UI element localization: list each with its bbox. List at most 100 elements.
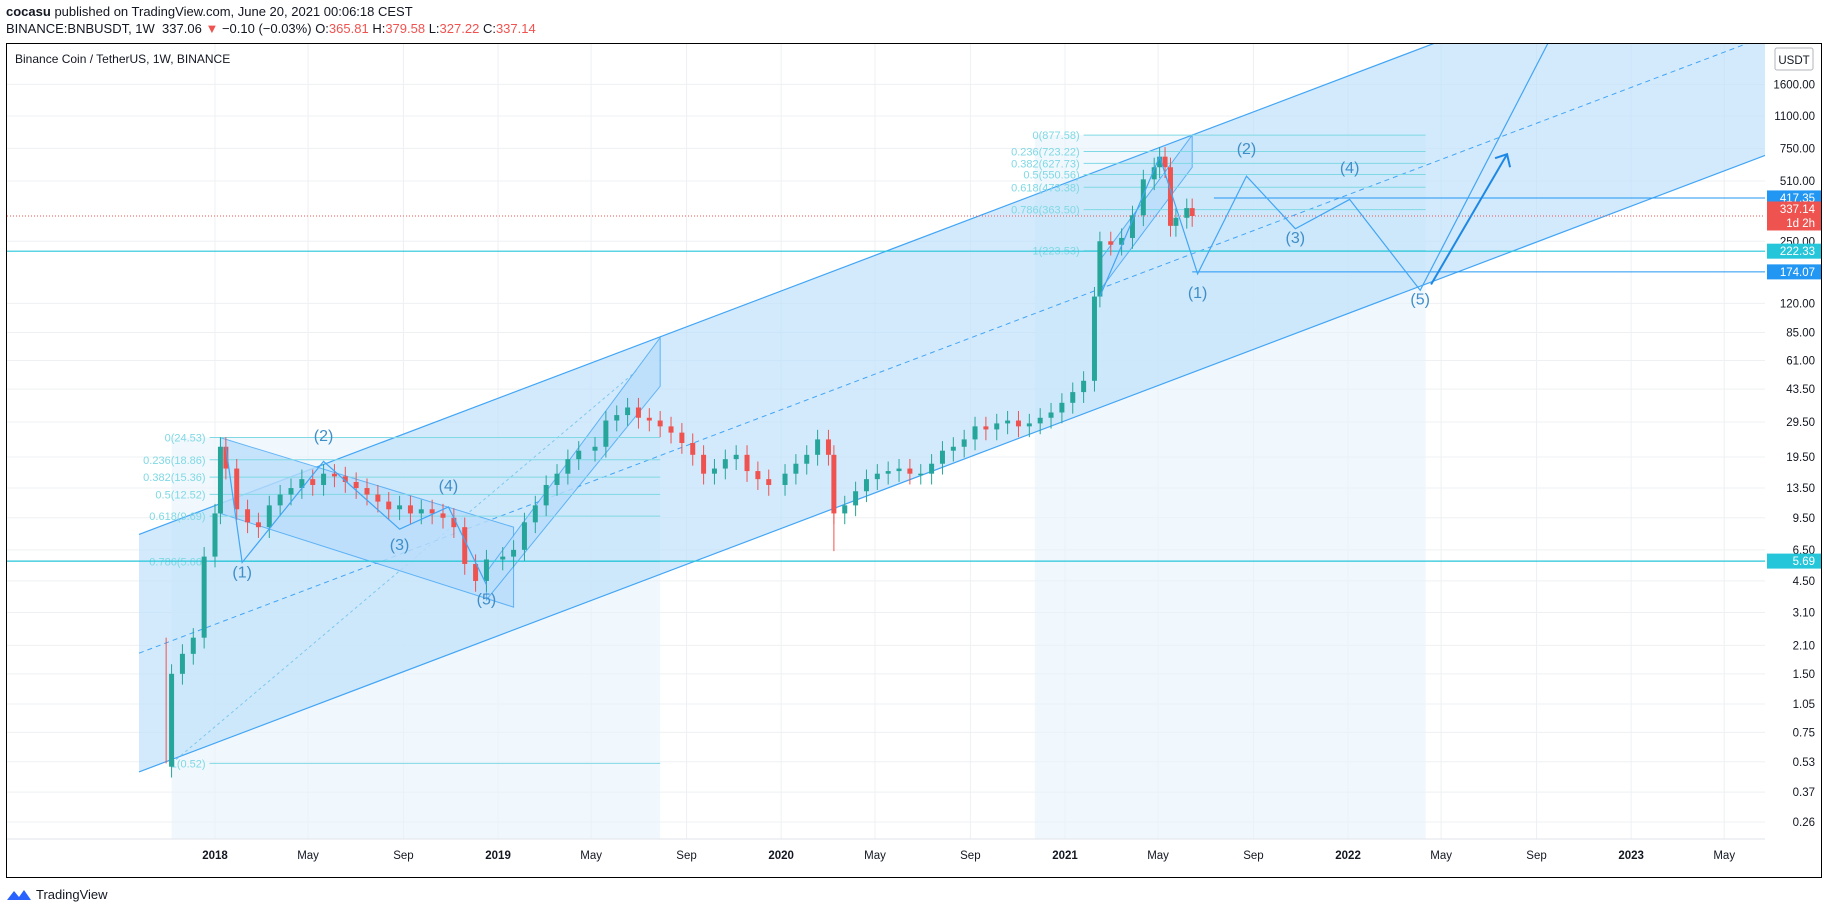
tradingview-logo-icon	[7, 889, 31, 900]
price-tick-label: 0.26	[1793, 817, 1815, 829]
price-axis-bg	[1765, 44, 1821, 877]
author-name[interactable]: cocasu	[6, 4, 51, 19]
high-label: H:	[372, 21, 386, 36]
wave-label: (2)	[314, 428, 334, 445]
candle-body	[179, 653, 185, 674]
candle-body	[521, 522, 527, 550]
price-tick-label: 750.00	[1780, 143, 1815, 155]
ohlc-line: BINANCE:BNBUSDT, 1W 337.06 ▼ −0.10 (−0.0…	[6, 21, 536, 36]
candle-body	[592, 446, 598, 451]
candle-body	[310, 479, 316, 485]
candle-body	[1037, 417, 1043, 424]
candle-body	[1151, 167, 1157, 180]
candle-body	[755, 471, 761, 480]
candle-body	[375, 494, 381, 502]
candle-body	[1091, 296, 1097, 381]
candle-body	[1129, 215, 1135, 238]
time-tick-label: Sep	[1526, 850, 1546, 862]
candle-body	[255, 522, 261, 528]
unit-box[interactable]	[1774, 47, 1814, 71]
time-tick-label: Sep	[393, 850, 413, 862]
low-value: 327.22	[439, 21, 480, 36]
time-tick-label: May	[297, 850, 319, 862]
candle-body	[1162, 156, 1168, 168]
chart-canvas[interactable]: 0(24.53) 0.236(18.86) 0.382(15.36) 0.5(12.5…	[7, 44, 1822, 878]
candle-body	[766, 479, 772, 485]
candle-body	[614, 415, 620, 421]
price-tag-label: 174.07	[1780, 267, 1815, 279]
wave-label: (1)	[1188, 285, 1208, 302]
price-tick-label: 1.50	[1793, 669, 1815, 681]
channel-upper-line[interactable]	[138, 44, 1765, 535]
candle-body	[690, 443, 696, 455]
price-tick-label: 13.50	[1786, 483, 1815, 495]
candle-body	[679, 432, 685, 444]
candle-body	[418, 509, 424, 514]
close-value: 337.14	[495, 21, 536, 36]
candle-body	[462, 527, 468, 564]
time-tick-label: 2019	[485, 850, 511, 862]
open-value: 365.81	[328, 21, 369, 36]
time-tick-label: 2023	[1618, 850, 1644, 862]
price-tag	[1767, 215, 1821, 231]
candle-body	[744, 454, 750, 472]
time-tick-label: May	[1147, 850, 1169, 862]
candle-body	[277, 494, 283, 506]
time-tick-label: 2018	[202, 850, 228, 862]
fib-2018-level-label: 0(24.53)	[165, 433, 206, 445]
fib-2021-level-label: 0.236(723.22)	[1011, 146, 1080, 158]
last-price: 337.06	[162, 21, 202, 36]
candle-body	[217, 446, 223, 514]
candle-body	[342, 476, 348, 483]
low-label: L:	[428, 21, 440, 36]
candle-body	[532, 505, 538, 523]
candle-body	[701, 454, 707, 474]
price-tick-label: 0.37	[1793, 787, 1815, 799]
candle-body	[473, 563, 479, 581]
candle-body	[1059, 402, 1065, 413]
candle-body	[983, 426, 989, 430]
price-tag-label: 222.33	[1780, 246, 1815, 258]
candle-body	[874, 473, 880, 480]
fib-2021-level-label: 0.5(550.56)	[1023, 170, 1079, 182]
price-tag	[1767, 264, 1821, 280]
candle-body	[657, 420, 663, 427]
candle-body	[386, 501, 392, 510]
fib-2018-level-label: 0.618(9.69)	[149, 511, 205, 523]
candle-body	[288, 488, 294, 495]
candle-body	[1167, 167, 1173, 226]
open-label: O:	[315, 21, 329, 36]
candle-body	[733, 454, 739, 460]
price-tick-label: 3.10	[1793, 607, 1815, 619]
candle-body	[331, 473, 337, 477]
fib-2021-level-label: 0.382(627.73)	[1011, 158, 1080, 170]
candle-body	[245, 509, 251, 523]
projection-arrow	[1430, 153, 1508, 285]
candle-body	[1026, 423, 1032, 427]
footer-brand[interactable]: TradingView	[6, 887, 108, 902]
symbol-label: BINANCE:BNBUSDT, 1W	[6, 21, 155, 36]
price-tag	[1767, 243, 1821, 259]
candle-body	[429, 509, 435, 514]
fib-2018-level-label: 0.236(18.86)	[143, 455, 205, 467]
candle-body	[364, 488, 370, 495]
channel-lower-line[interactable]	[138, 154, 1766, 773]
published-text: published on TradingView.com, June 20, 2…	[54, 4, 413, 19]
chart-title: Binance Coin / TetherUS, 1W, BINANCE	[15, 52, 231, 66]
candle-body	[842, 505, 848, 514]
candle-body	[1097, 241, 1103, 297]
candle-body	[554, 473, 560, 485]
projection-arrow-head	[1494, 152, 1512, 168]
candle-body	[793, 463, 799, 474]
candle-body	[397, 505, 403, 510]
candle-body	[1048, 412, 1054, 418]
candle-body	[483, 559, 489, 581]
price-tick-label: 85.00	[1786, 327, 1815, 339]
chart-pane[interactable]: 0(24.53) 0.236(18.86) 0.382(15.36) 0.5(12.5…	[6, 43, 1822, 878]
candle-body	[1184, 208, 1190, 218]
wave-label: (3)	[1286, 230, 1306, 247]
candle-body	[451, 517, 457, 528]
time-tick-label: 2021	[1052, 850, 1078, 862]
candle-body	[939, 450, 945, 464]
fib-2021-level-label: 0(877.58)	[1033, 130, 1080, 142]
